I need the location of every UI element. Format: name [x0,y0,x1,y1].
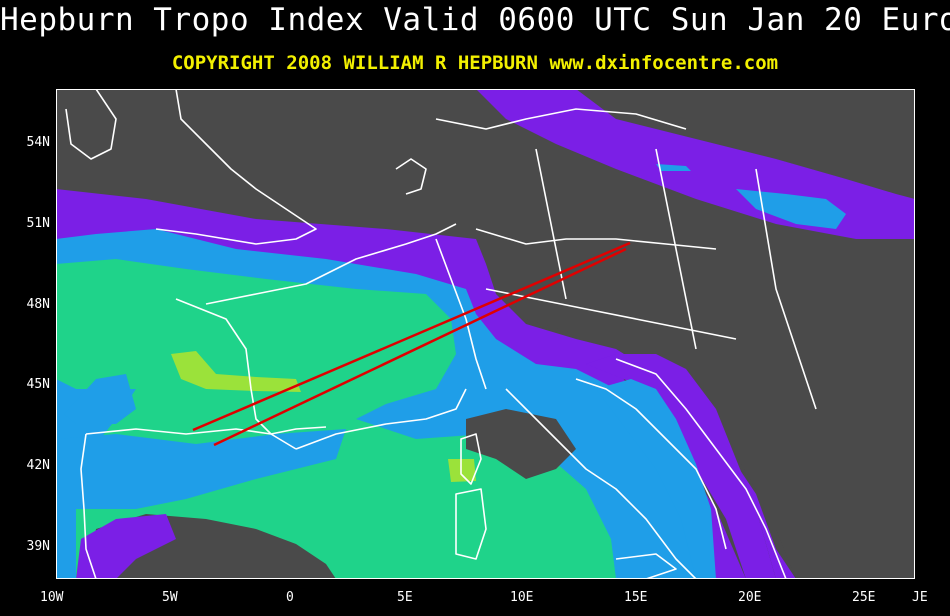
propagation-path-1 [192,241,631,432]
coastline-sicily [615,553,677,579]
land-zone-italy [466,409,576,479]
lon-label-15e: 15E [624,590,648,605]
coastline-france-west [175,298,272,435]
coastline-outlines [65,89,817,579]
lon-label-20e: 20E [738,590,762,605]
index-zone-violet-southwest [76,514,176,579]
lon-label-0: 0 [286,590,294,605]
index-zone-green-west [56,259,616,579]
coastline-adriatic-east [615,358,787,579]
lon-label-5e: 5E [397,590,413,605]
index-zone-blue-northeast-small [656,164,691,171]
lon-label-25e: 25E [852,590,876,605]
lon-label-10e: 10E [510,590,534,605]
coastline-corsica [460,433,482,485]
coastline-britain [155,89,317,245]
index-zone-blue-northeast [736,189,846,229]
border-central-europe-3 [535,148,567,300]
border-france-germany [435,238,487,390]
index-zone-lime-corsica [448,459,476,482]
lat-label-48n: 48N [26,297,50,312]
map-title: Hepburn Tropo Index Valid 0600 UTC Sun J… [0,2,950,38]
lon-label-10w: 10W [40,590,64,605]
coastline-mediterranean-france [295,388,467,450]
propagation-path-2 [213,247,627,447]
coastline-iberia-west [80,433,97,579]
coastline-italy-west [505,388,697,579]
border-central-europe-1 [475,228,717,250]
coastline-france-north [205,223,457,305]
tropo-map-canvas [56,89,915,579]
lat-label-42n: 42N [26,458,50,473]
lon-label-5w: 5W [162,590,178,605]
lon-label-edge: JE [912,590,928,605]
coastline-ireland [65,89,117,160]
lat-label-51n: 51N [26,216,50,231]
coastline-sardinia [455,488,487,560]
index-zone-blue-adriatic [596,379,716,579]
index-zone-blue-bay [64,374,136,424]
coastline-iberia-north [85,428,297,450]
lat-label-54n: 54N [26,135,50,150]
coastline-netherlands [395,158,427,195]
copyright-line: COPYRIGHT 2008 WILLIAM R HEPBURN www.dxi… [171,52,779,74]
border-spain-france [270,426,327,435]
index-zone-lime-biscay [171,351,301,392]
lat-label-39n: 39N [26,539,50,554]
index-zone-blue-iberia [56,429,346,509]
border-central-europe-4 [655,148,697,350]
border-central-europe-2 [485,288,737,340]
map-border [56,89,915,579]
coastline-italy-east [575,378,727,550]
index-zone-violet-adriatic [586,354,776,579]
propagation-paths [192,241,631,447]
border-central-europe-5 [755,168,817,410]
lat-label-45n: 45N [26,377,50,392]
tropo-map [56,89,915,579]
coastline-baltic [435,108,687,130]
